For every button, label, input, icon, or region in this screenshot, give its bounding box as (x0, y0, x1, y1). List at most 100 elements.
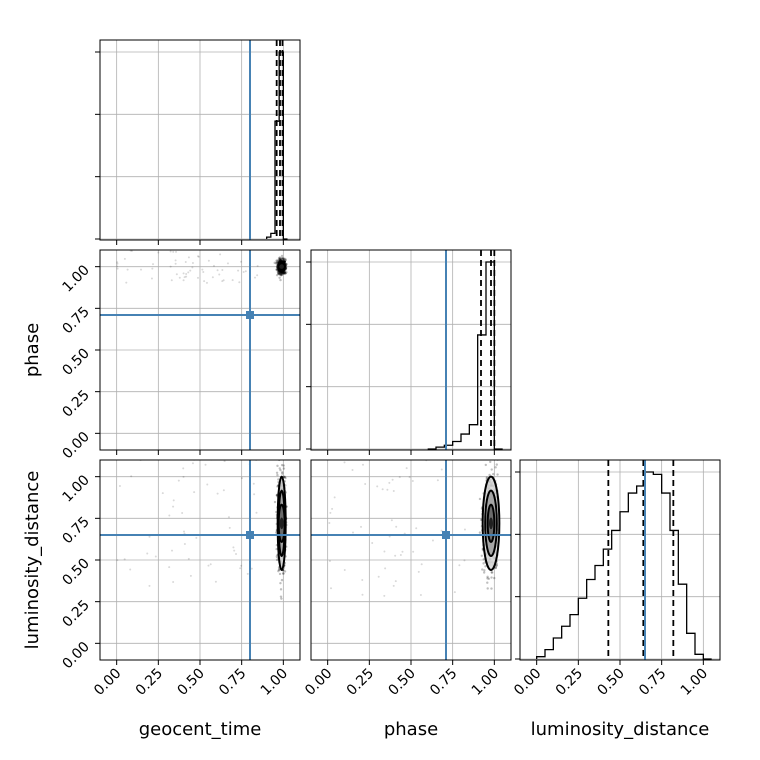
sample-point (172, 505, 175, 508)
sample-point (433, 452, 435, 454)
sample-point (392, 489, 395, 492)
sample-point (330, 587, 333, 590)
sample-point (191, 261, 194, 264)
sample-point (275, 555, 279, 558)
sample-point (157, 251, 160, 254)
sample-point (394, 554, 397, 557)
sample-point (494, 566, 498, 570)
sample-point (277, 259, 280, 262)
sample-point (280, 256, 284, 260)
sample-point (285, 271, 288, 274)
sample-point (479, 518, 483, 522)
sample-point (130, 475, 133, 478)
sample-point (278, 272, 281, 275)
x-tick-label: 0.75 (636, 666, 669, 699)
sample-point (240, 260, 243, 263)
sample-point (277, 272, 281, 275)
sample-point (279, 258, 282, 261)
sample-point (253, 493, 256, 496)
sample-point (169, 250, 172, 253)
sample-point (174, 259, 177, 262)
sample-point (371, 541, 374, 544)
sample-point (175, 250, 178, 253)
sample-point (187, 557, 190, 560)
sample-point (331, 507, 334, 510)
sample-point (116, 559, 119, 562)
sample-point (280, 273, 283, 276)
sample-point (275, 558, 279, 562)
sample-point (184, 261, 187, 264)
sample-point (168, 566, 171, 569)
panel-phase-vs-luminosity_distance: 0.00 0.25 0.50 0.75 1.00 (302, 452, 512, 699)
sample-point (279, 468, 282, 472)
sample-point (231, 453, 233, 455)
sample-point (478, 497, 482, 501)
sample-point (279, 278, 282, 282)
sample-point (351, 531, 354, 534)
sample-point (277, 478, 280, 481)
density-core (279, 517, 284, 530)
sample-point (281, 257, 285, 260)
sample-point (486, 587, 489, 590)
sample-point (458, 564, 461, 567)
sample-point (279, 272, 283, 276)
sample-point (486, 577, 489, 580)
x-tick-label: 1.00 (258, 666, 291, 699)
sample-point (191, 266, 194, 269)
sample-point (284, 476, 287, 480)
y-tick-label: 0.25 (59, 387, 92, 420)
sample-point (182, 467, 185, 470)
sample-point (283, 272, 286, 275)
panel-phase-hist (306, 249, 512, 455)
sample-point (490, 468, 493, 471)
sample-point (174, 262, 177, 265)
x-tick-label: 0.25 (133, 666, 166, 699)
histogram-luminosity_distance (536, 471, 712, 660)
sample-point (171, 549, 174, 552)
sample-point (187, 256, 190, 259)
sample-point (177, 479, 180, 482)
sample-point (478, 531, 482, 534)
sample-point (482, 571, 486, 574)
sample-point (151, 267, 154, 270)
sample-point (205, 281, 208, 284)
sample-point (150, 277, 153, 280)
sample-point (219, 253, 222, 256)
y-axis-label-phase: phase (22, 323, 43, 377)
sample-point (235, 552, 238, 555)
sample-point (282, 257, 286, 260)
sample-point (420, 563, 423, 566)
sample-point (487, 577, 491, 580)
sample-point (207, 564, 210, 567)
sample-point (391, 478, 394, 481)
sample-point (252, 482, 255, 485)
sample-point (129, 568, 132, 571)
y-tick-label: 0.00 (59, 639, 92, 672)
sample-point (282, 272, 286, 276)
sample-point (197, 255, 200, 258)
sample-point (233, 549, 236, 552)
sample-point (280, 578, 284, 582)
sample-point (187, 271, 190, 274)
sample-point (278, 257, 282, 261)
sample-point (408, 476, 411, 479)
x-tick-label: 0.50 (594, 666, 627, 699)
sample-point (256, 274, 259, 277)
sample-point (216, 269, 219, 272)
sample-point (284, 272, 287, 275)
sample-point (189, 269, 192, 272)
x-tick-label: 0.00 (302, 666, 335, 699)
sample-point (440, 468, 443, 471)
sample-point (222, 489, 225, 492)
sample-point (283, 271, 286, 274)
sample-point (494, 566, 497, 569)
sample-point (182, 475, 185, 478)
sample-point (280, 272, 284, 275)
sample-point (361, 463, 364, 466)
sample-point (283, 257, 287, 261)
sample-point (183, 530, 186, 533)
sample-point (231, 279, 234, 282)
sample-point (484, 463, 488, 467)
sample-point (280, 254, 284, 258)
